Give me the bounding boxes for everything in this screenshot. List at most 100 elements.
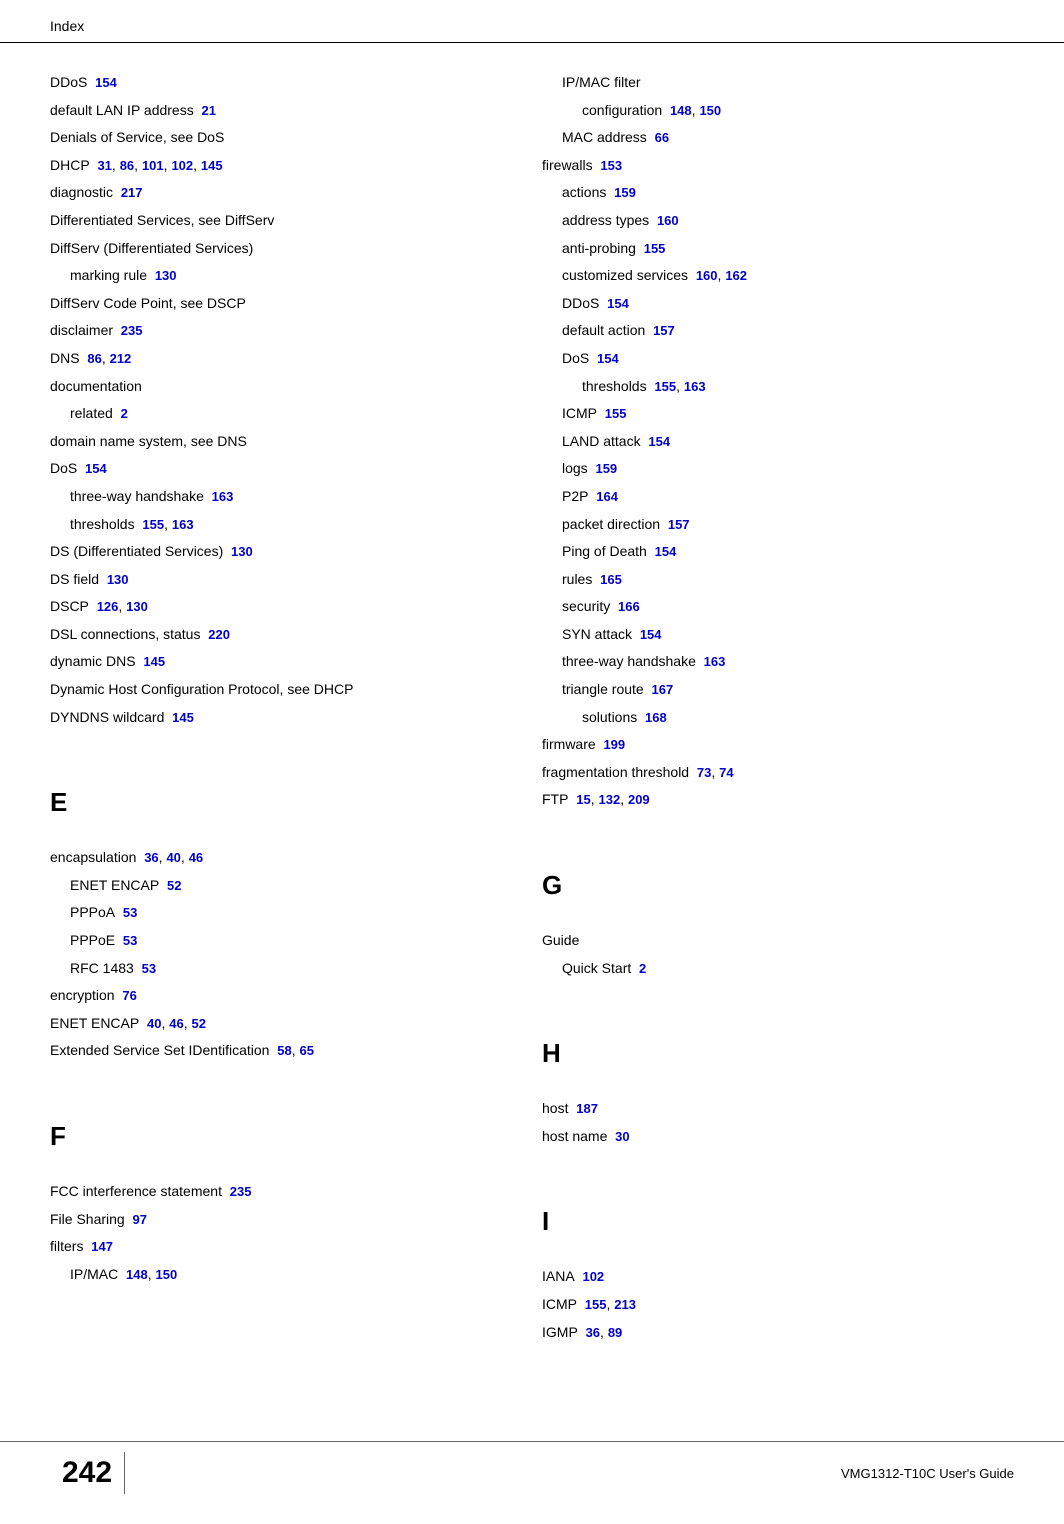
page-link[interactable]: 166 [618, 599, 640, 614]
page-link[interactable]: 147 [91, 1239, 113, 1254]
page-link[interactable]: 199 [603, 737, 625, 752]
page-link[interactable]: 74 [719, 765, 733, 780]
page-link[interactable]: 76 [122, 988, 136, 1003]
page-link[interactable]: 46 [169, 1016, 183, 1031]
page-link[interactable]: 102 [171, 158, 193, 173]
page-link[interactable]: 15 [576, 792, 590, 807]
page-link[interactable]: 157 [668, 517, 690, 532]
page-link[interactable]: 154 [597, 351, 619, 366]
page-link[interactable]: 155 [605, 406, 627, 421]
page-link[interactable]: 66 [655, 130, 669, 145]
page-link[interactable]: 154 [648, 434, 670, 449]
index-entry: actions 159 [542, 183, 1014, 203]
page-link[interactable]: 150 [156, 1267, 178, 1282]
page-link[interactable]: 154 [640, 627, 662, 642]
page-link[interactable]: 53 [123, 905, 137, 920]
page-link[interactable]: 97 [132, 1212, 146, 1227]
page-link[interactable]: 155 [654, 379, 676, 394]
page-link[interactable]: 235 [121, 323, 143, 338]
page-link[interactable]: 150 [699, 103, 721, 118]
page-link[interactable]: 145 [201, 158, 223, 173]
page-link[interactable]: 154 [607, 296, 629, 311]
page-refs: 73, 74 [697, 764, 734, 780]
page-link[interactable]: 101 [142, 158, 164, 173]
page-link[interactable]: 65 [300, 1043, 314, 1058]
page-link[interactable]: 53 [123, 933, 137, 948]
page-link[interactable]: 36 [586, 1325, 600, 1340]
page-link[interactable]: 164 [596, 489, 618, 504]
page-link[interactable]: 155 [644, 241, 666, 256]
page-link[interactable]: 213 [614, 1297, 636, 1312]
page-link[interactable]: 36 [144, 850, 158, 865]
page-link[interactable]: 148 [126, 1267, 148, 1282]
page-link[interactable]: 209 [628, 792, 650, 807]
page-link[interactable]: 40 [166, 850, 180, 865]
page-link[interactable]: 148 [670, 103, 692, 118]
page-link[interactable]: 145 [143, 654, 165, 669]
page-link[interactable]: 154 [655, 544, 677, 559]
page-link[interactable]: 154 [85, 461, 107, 476]
page-link[interactable]: 159 [595, 461, 617, 476]
page-link[interactable]: 86 [120, 158, 134, 173]
page-link[interactable]: 155 [142, 517, 164, 532]
page-link[interactable]: 187 [576, 1101, 598, 1116]
page-link[interactable]: 30 [615, 1129, 629, 1144]
page-link[interactable]: 155 [585, 1297, 607, 1312]
index-entry: DNS 86, 212 [50, 349, 522, 369]
page-link[interactable]: 165 [600, 572, 622, 587]
index-entry: triangle route 167 [542, 680, 1014, 700]
index-entry: filters 147 [50, 1237, 522, 1257]
page-link[interactable]: 130 [155, 268, 177, 283]
page-link[interactable]: 220 [208, 627, 230, 642]
page-link[interactable]: 163 [212, 489, 234, 504]
page-link[interactable]: 153 [600, 158, 622, 173]
index-term: firmware [542, 736, 596, 752]
page-link[interactable]: 162 [725, 268, 747, 283]
page-refs: 86, 212 [87, 350, 131, 366]
page-link[interactable]: 167 [652, 682, 674, 697]
page-link[interactable]: 163 [172, 517, 194, 532]
page-link[interactable]: 52 [167, 878, 181, 893]
page-link[interactable]: 154 [95, 75, 117, 90]
page-link[interactable]: 53 [142, 961, 156, 976]
page-refs: 163 [212, 488, 234, 504]
page-link[interactable]: 102 [582, 1269, 604, 1284]
page-refs: 154 [597, 350, 619, 366]
page-link[interactable]: 217 [121, 185, 143, 200]
page-link[interactable]: 126 [97, 599, 119, 614]
page-link[interactable]: 58 [277, 1043, 291, 1058]
page-link[interactable]: 40 [147, 1016, 161, 1031]
page-link[interactable]: 52 [192, 1016, 206, 1031]
page-link[interactable]: 132 [598, 792, 620, 807]
page-link[interactable]: 160 [696, 268, 718, 283]
page-link[interactable]: 163 [684, 379, 706, 394]
page-link[interactable]: 145 [172, 710, 194, 725]
page-link[interactable]: 130 [231, 544, 253, 559]
page-refs: 153 [600, 157, 622, 173]
page-refs: 66 [655, 129, 669, 145]
page-refs: 2 [639, 960, 646, 976]
page-link[interactable]: 46 [189, 850, 203, 865]
page-link[interactable]: 2 [121, 406, 128, 421]
index-term: DiffServ Code Point, see DSCP [50, 295, 246, 311]
index-entry: DoS 154 [542, 349, 1014, 369]
page-link[interactable]: 89 [608, 1325, 622, 1340]
index-entry: DYNDNS wildcard 145 [50, 708, 522, 728]
page-link[interactable]: 157 [653, 323, 675, 338]
page-link[interactable]: 168 [645, 710, 667, 725]
page-link[interactable]: 86 [87, 351, 101, 366]
index-entry: related 2 [50, 404, 522, 424]
page-link[interactable]: 163 [704, 654, 726, 669]
index-content: DDoS 154default LAN IP address 21Denials… [0, 43, 1064, 1350]
section-letter: H [542, 1038, 1014, 1069]
page-link[interactable]: 235 [230, 1184, 252, 1199]
page-link[interactable]: 2 [639, 961, 646, 976]
page-link[interactable]: 21 [202, 103, 216, 118]
page-link[interactable]: 130 [126, 599, 148, 614]
page-link[interactable]: 31 [97, 158, 111, 173]
page-link[interactable]: 130 [107, 572, 129, 587]
page-link[interactable]: 73 [697, 765, 711, 780]
page-link[interactable]: 160 [657, 213, 679, 228]
page-link[interactable]: 159 [614, 185, 636, 200]
page-link[interactable]: 212 [110, 351, 132, 366]
